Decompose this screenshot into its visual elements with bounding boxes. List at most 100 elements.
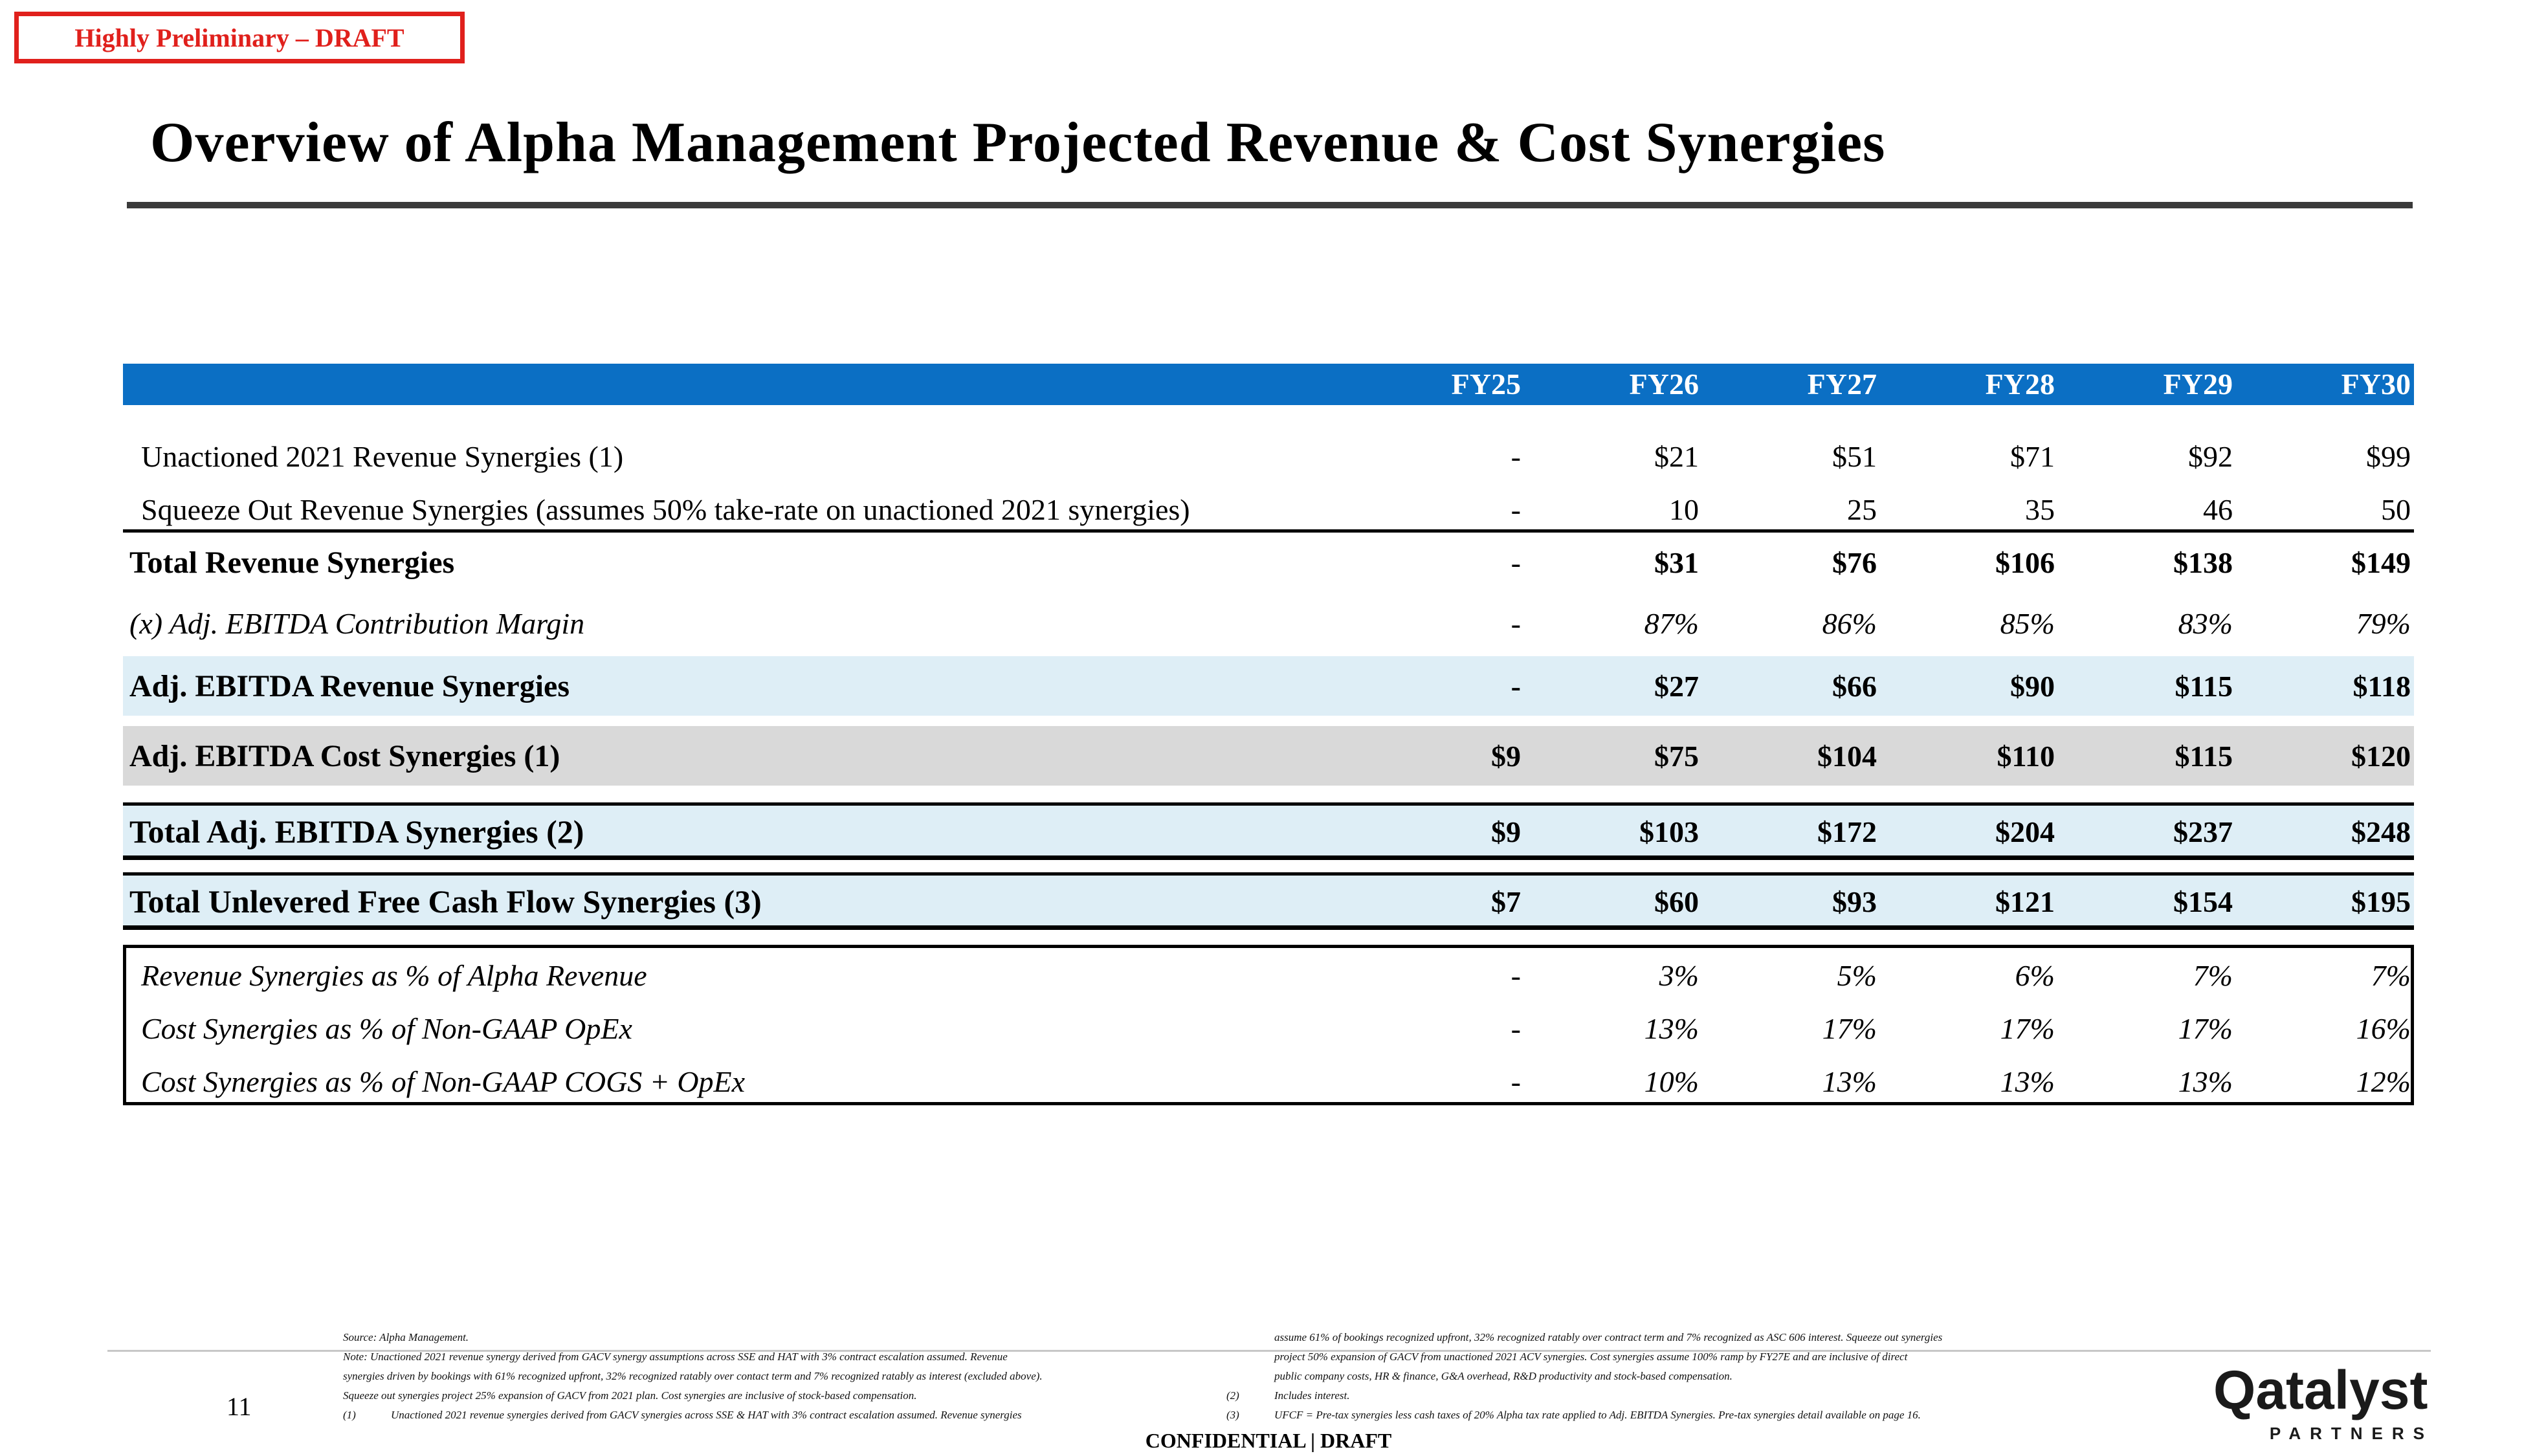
table-cell: $21	[1654, 439, 1699, 473]
page-number: 11	[227, 1392, 252, 1421]
table-cell: $121	[1995, 885, 2055, 918]
table-cell: 83%	[2178, 606, 2233, 640]
table-cell: 46	[2203, 492, 2233, 526]
footnote-note-line: Squeeze out synergies project 25% expans…	[343, 1389, 917, 1402]
row-label: Adj. EBITDA Cost Synergies (1)	[129, 738, 560, 773]
footnote-marker-spacer	[1226, 1328, 1265, 1347]
column-header-fy28: FY28	[1985, 368, 2055, 401]
row-label: (x) Adj. EBITDA Contribution Margin	[129, 606, 585, 640]
table-cell: 13%	[2178, 1064, 2233, 1098]
table-header-bar	[123, 364, 2414, 405]
footnote-text: project 50% expansion of GACV from unact…	[1274, 1351, 1908, 1363]
table-cell: -	[1511, 546, 1521, 579]
rule-above-total-ufcf	[123, 872, 2414, 876]
table-cell: $99	[2366, 439, 2411, 473]
row-label: Total Unlevered Free Cash Flow Synergies…	[129, 883, 762, 920]
table-cell: 25	[1847, 492, 1877, 526]
table-cell: $149	[2351, 546, 2411, 579]
footnote-note-line: synergies driven by bookings with 61% re…	[343, 1370, 1043, 1382]
column-header-fy26: FY26	[1629, 368, 1699, 401]
title-rule	[127, 202, 2413, 208]
row-label: Revenue Synergies as % of Alpha Revenue	[141, 958, 647, 992]
table-cell: 17%	[1822, 1011, 1877, 1045]
band-total-ufcf	[123, 875, 2414, 928]
table-cell: $110	[1997, 739, 2055, 773]
row-label: Unactioned 2021 Revenue Synergies (1)	[141, 439, 624, 473]
column-header-fy30: FY30	[2341, 368, 2411, 401]
table-cell: $118	[2352, 669, 2411, 703]
table-cell: 85%	[2000, 606, 2055, 640]
column-header-fy27: FY27	[1807, 368, 1877, 401]
table-cell: $237	[2173, 815, 2233, 848]
column-header-fy25: FY25	[1451, 368, 1521, 401]
qatalyst-logo: Qatalyst PARTNERS	[2213, 1359, 2433, 1450]
row-label: Total Revenue Synergies	[129, 545, 455, 580]
table-cell: 7%	[2371, 958, 2411, 992]
table-cell: 16%	[2356, 1011, 2411, 1045]
table-cell: $248	[2351, 815, 2411, 848]
table-cell: 17%	[2000, 1011, 2055, 1045]
table-cell: 12%	[2356, 1064, 2411, 1098]
table-cell: $93	[1832, 885, 1877, 918]
table-cell: $115	[2175, 739, 2233, 773]
footer-rule	[107, 1350, 2431, 1352]
band-cost-synergies	[123, 726, 2414, 786]
footnote-marker: (1)	[343, 1409, 356, 1421]
table-cell: $104	[1817, 739, 1877, 773]
table-cell: $195	[2351, 885, 2411, 918]
footnote-text: assume 61% of bookings recognized upfron…	[1274, 1331, 1943, 1343]
row-label: Total Adj. EBITDA Synergies (2)	[129, 813, 584, 850]
table-cell: 35	[2025, 492, 2055, 526]
table-cell: $106	[1995, 546, 2055, 579]
footnote-text: Unactioned 2021 revenue synergies derive…	[391, 1409, 1022, 1421]
rule-below-total-ufcf	[123, 925, 2414, 930]
footnote-marker-spacer	[1226, 1367, 1265, 1386]
table-cell: 17%	[2178, 1011, 2233, 1045]
table-cell: $71	[2010, 439, 2055, 473]
table-cell: $7	[1491, 885, 1521, 918]
footnote-source: Source: Alpha Management.	[343, 1331, 469, 1343]
table-cell: 86%	[1822, 606, 1877, 640]
table-cell: $75	[1654, 739, 1699, 773]
table-cell: -	[1511, 1011, 1521, 1045]
band-ebitda-revenue	[123, 656, 2414, 716]
page-title: Overview of Alpha Management Projected R…	[150, 111, 1886, 174]
row-label: Squeeze Out Revenue Synergies (assumes 5…	[141, 492, 1190, 526]
table-cell: $103	[1639, 815, 1699, 848]
footnotes-left: Source: Alpha Management. Note: Unaction…	[343, 1328, 1207, 1425]
table-cell: $51	[1832, 439, 1877, 473]
table-cell: -	[1511, 492, 1521, 526]
table-cell: 79%	[2356, 606, 2411, 640]
table-cell: 5%	[1837, 958, 1877, 992]
row-label: Cost Synergies as % of Non-GAAP COGS + O…	[141, 1064, 746, 1098]
footnote-3: (3) UFCF = Pre-tax synergies less cash t…	[1226, 1406, 2120, 1425]
table-cell: $76	[1832, 546, 1877, 579]
table-cell: $60	[1654, 885, 1699, 918]
rule-above-total-revenue	[123, 529, 2414, 533]
table-cell: 7%	[2193, 958, 2233, 992]
footnotes-right: assume 61% of bookings recognized upfron…	[1226, 1328, 2120, 1425]
table-cell: $172	[1817, 815, 1877, 848]
confidential-label: CONFIDENTIAL | DRAFT	[1145, 1429, 1392, 1452]
table-cell: $120	[2351, 739, 2411, 773]
logo-subtitle: PARTNERS	[2269, 1424, 2433, 1443]
footnote-text: Includes interest.	[1274, 1389, 1350, 1402]
table-cell: 10	[1669, 492, 1699, 526]
table-cell: $115	[2175, 669, 2233, 703]
footnote-2: (2) Includes interest.	[1226, 1386, 2120, 1406]
table-cell: -	[1511, 1064, 1521, 1098]
footnote-marker: (3)	[1226, 1409, 1239, 1421]
table-cell: 13%	[1822, 1064, 1877, 1098]
table-cell: 13%	[2000, 1064, 2055, 1098]
table-cell: $27	[1654, 669, 1699, 703]
logo-wordmark: Qatalyst	[2213, 1360, 2428, 1420]
table-cell: 10%	[1644, 1064, 1699, 1098]
row-label: Cost Synergies as % of Non-GAAP OpEx	[141, 1011, 632, 1045]
table-cell: $204	[1995, 815, 2055, 848]
footnote-marker: (2)	[1226, 1389, 1239, 1402]
footnote-1: (1) Unactioned 2021 revenue synergies de…	[343, 1406, 1207, 1425]
footnote-1-continued: assume 61% of bookings recognized upfron…	[1226, 1328, 2120, 1347]
table-cell: 13%	[1644, 1011, 1699, 1045]
table-cell: -	[1511, 439, 1521, 473]
rule-above-total-ebitda	[123, 802, 2414, 806]
